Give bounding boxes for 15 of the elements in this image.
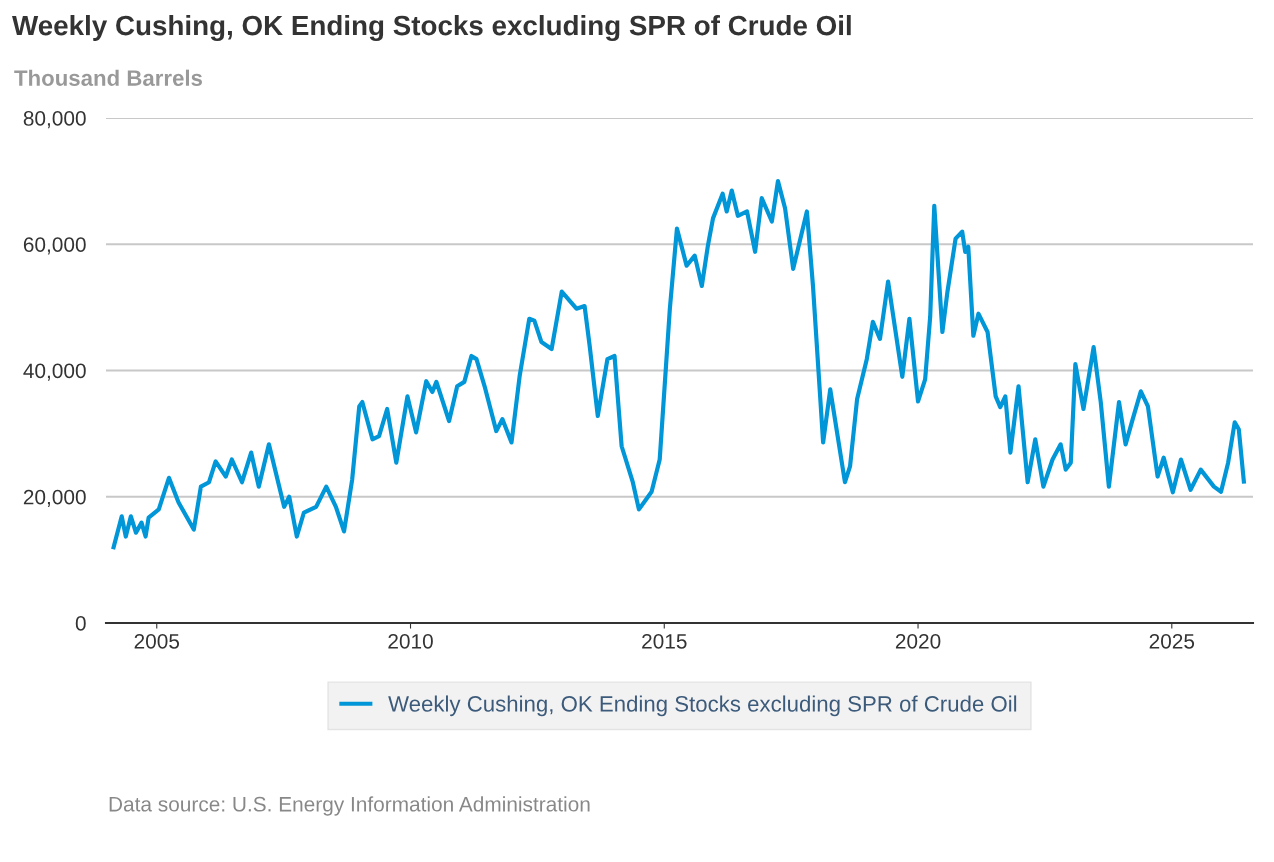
x-tick-label: 2015 <box>642 633 687 649</box>
y-axis-title: Thousand Barrels <box>14 69 203 86</box>
x-tick-label: 2025 <box>1149 633 1195 649</box>
legend-label: Weekly Cushing, OK Ending Stocks excluding SPR of Crude Oil <box>388 695 1017 717</box>
line-series <box>111 179 1246 550</box>
x-tick-label: 2010 <box>388 633 433 649</box>
source-note: Data source: U.S. Energy Information Administration <box>109 796 590 816</box>
y-tick-label: 40,000 <box>23 363 86 381</box>
x-tick-label: 2005 <box>134 633 180 649</box>
chart-title: Weekly Cushing, OK Ending Stocks excluding SPR of Crude Oil <box>12 14 851 42</box>
y-tick-label: 60,000 <box>23 237 86 255</box>
y-tick-label: 20,000 <box>23 489 86 507</box>
y-tick-label: 0 <box>75 616 86 631</box>
y-tick-label: 80,000 <box>23 111 86 129</box>
x-tick-label: 2020 <box>895 633 941 649</box>
